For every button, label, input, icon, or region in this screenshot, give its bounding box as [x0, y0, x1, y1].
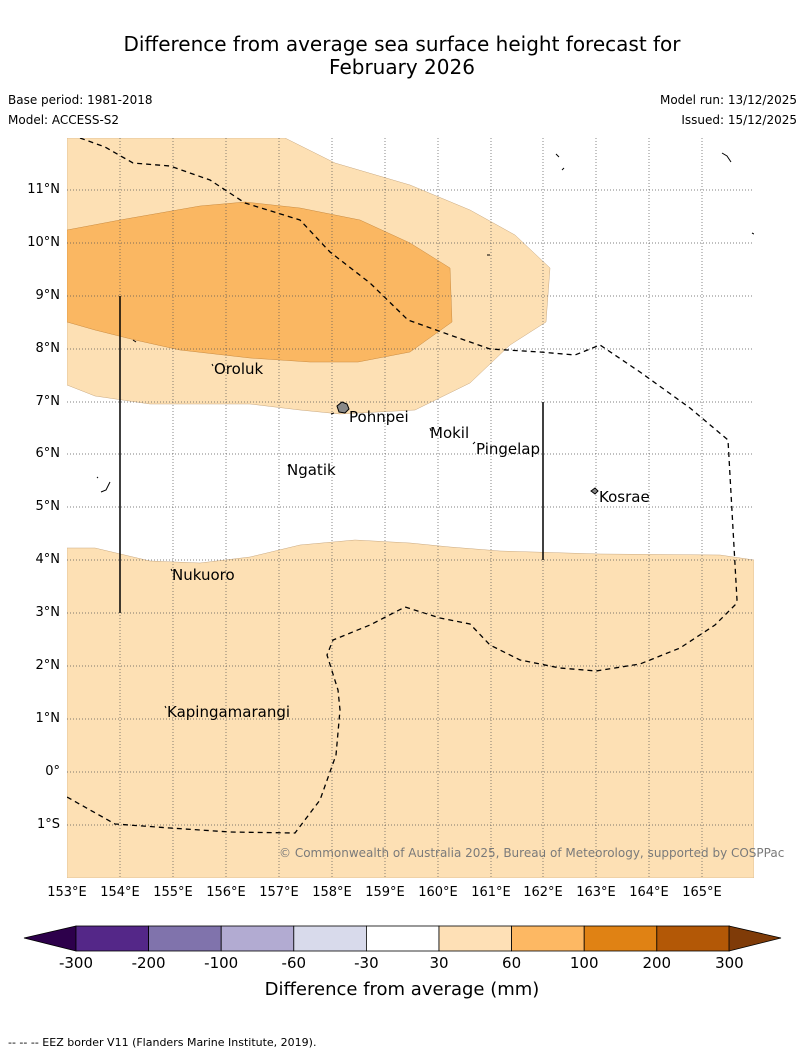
colorbar-title: Difference from average (mm)	[264, 979, 540, 1000]
lon-label-157e: 157°E	[259, 885, 299, 900]
colorbar-tick--100: -100	[204, 954, 239, 972]
lat-label-11n: 11°N	[27, 182, 60, 197]
lat-label-8n: 8°N	[35, 341, 61, 356]
colorbar-tick-30: 30	[429, 954, 449, 972]
colorbar-segment-5	[365, 925, 440, 952]
lat-label-7n: 7°N	[35, 394, 61, 409]
lat-label-6n: 6°N	[35, 446, 61, 461]
colorbar-segment-9	[656, 925, 730, 952]
eez-border-footnote: -- -- -- EEZ border V11 (Flanders Marine…	[8, 1036, 317, 1049]
lon-label-165e: 165°E	[682, 885, 722, 900]
model-run-text: Model run: 13/12/2025	[659, 93, 797, 107]
lon-label-155e: 155°E	[153, 885, 193, 900]
colorbar-tick--300: -300	[58, 954, 94, 972]
lat-label-4n: 4°N	[35, 552, 61, 567]
lon-label-161e: 161°E	[471, 885, 511, 900]
colorbar-tick--60: -60	[281, 954, 307, 972]
anomaly-region-60-100	[67, 201, 453, 363]
colorbar-tick-60: 60	[502, 954, 522, 972]
colorbar-segment-2	[148, 925, 222, 952]
lon-label-160e: 160°E	[418, 885, 458, 900]
colorbar-segment-4	[293, 925, 367, 952]
lat-label-5n: 5°N	[35, 499, 61, 514]
lat-label-2n: 2°N	[35, 658, 61, 673]
lat-label-10n: 10°N	[27, 235, 60, 250]
colorbar-segment-6	[438, 925, 512, 952]
copyright-notice: © Commonwealth of Australia 2025, Bureau…	[279, 846, 785, 860]
colorbar-low-extension	[23, 925, 77, 952]
place-label-ngatik: Ngatik	[287, 461, 336, 479]
colorbar-tick-100: 100	[569, 954, 599, 972]
lat-label-1s: 1°S	[36, 817, 60, 832]
map-title-line2: February 2026	[329, 55, 475, 79]
lon-label-154e: 154°E	[100, 885, 140, 900]
colorbar-segment-7	[511, 925, 585, 952]
lat-label-0: 0°	[45, 764, 60, 779]
place-label-nukuoro: Nukuoro	[172, 566, 235, 584]
place-label-oroluk: Oroluk	[214, 360, 264, 378]
colorbar-segment-3	[220, 925, 295, 952]
pohnpei-island	[336, 401, 350, 414]
model-text: Model: ACCESS-S2	[8, 113, 120, 127]
small-islets	[96, 152, 754, 709]
colorbar-tick-300: 300	[715, 954, 744, 972]
kosrae-island	[590, 487, 599, 495]
anomaly-region-30-60-south	[67, 539, 754, 878]
lat-label-3n: 3°N	[35, 605, 61, 620]
map-area	[67, 138, 754, 878]
base-period-text: Base period: 1981-2018	[8, 93, 153, 107]
lon-label-153e: 153°E	[47, 885, 87, 900]
place-label-pohnpei: Pohnpei	[349, 408, 409, 426]
colorbar-segment-8	[583, 925, 658, 952]
lon-label-156e: 156°E	[206, 885, 246, 900]
colorbar-tick-200: 200	[642, 954, 672, 972]
map-title-line1: Difference from average sea surface heig…	[123, 32, 681, 56]
lon-label-159e: 159°E	[365, 885, 405, 900]
colorbar-tick--30: -30	[354, 954, 379, 972]
place-label-pingelap: Pingelap	[476, 440, 541, 458]
eez-border	[67, 138, 738, 834]
colorbar-segment-1	[75, 925, 149, 952]
graticule	[67, 138, 754, 878]
lat-label-1n: 1°N	[35, 711, 61, 726]
place-label-kosrae: Kosrae	[599, 488, 650, 506]
colorbar-tick--200: -200	[131, 954, 166, 972]
colorbar	[23, 925, 782, 952]
lon-label-158e: 158°E	[312, 885, 352, 900]
lon-label-162e: 162°E	[523, 885, 563, 900]
place-label-mokil: Mokil	[430, 424, 470, 442]
issued-text: Issued: 15/12/2025	[681, 113, 797, 127]
lon-label-163e: 163°E	[576, 885, 616, 900]
colorbar-high-extension	[728, 925, 782, 952]
lat-label-9n: 9°N	[35, 288, 61, 303]
lon-label-164e: 164°E	[629, 885, 669, 900]
place-label-kapingamarangi: Kapingamarangi	[167, 703, 291, 721]
